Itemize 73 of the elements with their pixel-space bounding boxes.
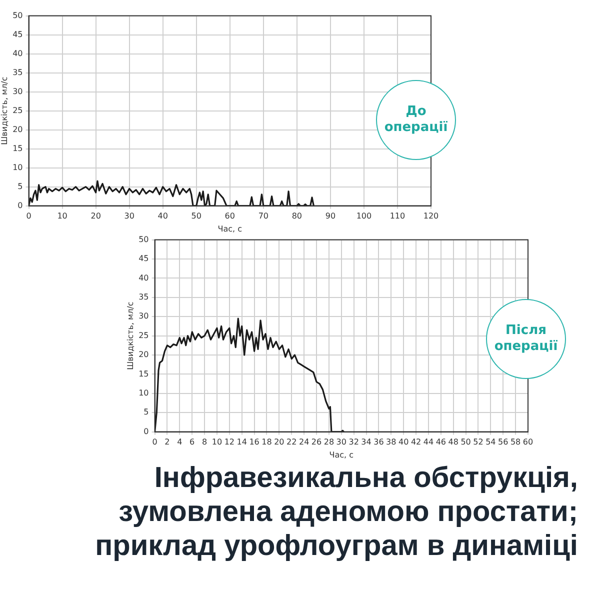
x-tick-label: 28 [324,438,334,447]
y-tick-label: 5 [144,408,149,417]
y-tick-label: 50 [12,10,23,20]
y-tick-label: 35 [12,68,23,77]
x-tick-label: 56 [498,438,508,447]
circle-badge: Після операції [486,299,566,379]
x-tick-label: 40 [398,438,409,447]
y-tick-label: 35 [138,292,149,302]
text: Інфравезикальна обструкція, зумовлена аденомою простати; приклад урофлоуграм в динаміці [94,462,578,564]
x-tick-label: 34 [361,438,372,447]
x-tick-label: 30 [336,438,346,447]
circle-badge: До операції [376,80,456,160]
x-tick-label: 58 [510,438,521,447]
x-tick-label: 120 [423,212,439,221]
x-tick-label: 54 [486,438,496,447]
y-tick-label: 15 [12,144,23,153]
y-tick-label: 30 [138,312,149,321]
x-tick-label: 44 [423,438,434,447]
y-axis-title: Швидкість, мл/с [0,76,9,145]
x-tick-label: 38 [386,438,396,447]
x-tick-label: 22 [286,438,297,447]
y-tick-label: 0 [18,200,23,210]
x-tick-label: 18 [262,438,272,447]
y-tick-label: 20 [12,124,23,134]
x-axis-title: Час, с [218,224,242,234]
y-tick-label: 25 [138,330,149,340]
x-tick-label: 52 [473,438,484,447]
x-tick-label: 4 [177,438,182,447]
y-tick-label: 25 [12,106,23,115]
y-tick-label: 0 [144,426,149,436]
x-tick-label: 100 [356,212,372,221]
y-tick-label: 15 [138,369,149,378]
x-tick-label: 10 [212,438,222,447]
x-tick-label: 60 [522,438,534,447]
y-tick-label: 10 [12,162,23,172]
x-tick-label: 26 [311,438,322,447]
x-tick-label: 6 [190,438,195,447]
x-tick-label: 20 [90,212,101,221]
x-tick-label: 70 [258,212,268,221]
x-tick-label: 50 [460,438,471,447]
x-tick-label: 8 [202,438,208,447]
y-tick-label: 30 [12,86,23,96]
x-tick-label: 50 [191,212,202,221]
x-tick-label: 0 [152,438,158,447]
x-tick-label: 20 [274,438,284,447]
y-tick-label: 50 [138,234,149,244]
x-tick-label: 32 [348,438,359,447]
y-tick-label: 40 [138,273,149,282]
x-tick-label: 90 [325,212,336,221]
x-tick-label: 40 [158,212,168,221]
x-tick-label: 110 [390,212,406,221]
x-tick-label: 36 [374,438,384,447]
y-tick-label: 10 [138,388,149,398]
x-tick-label: 0 [26,212,32,221]
x-tick-label: 80 [292,212,302,221]
x-tick-label: 16 [249,438,260,447]
x-tick-label: 42 [410,438,422,447]
x-tick-label: 10 [57,212,68,221]
y-tick-label: 45 [138,254,149,264]
y-tick-label: 45 [12,30,23,39]
y-tick-label: 40 [12,48,23,58]
y-tick-label: 5 [18,182,23,191]
x-tick-label: 48 [448,438,458,447]
x-tick-label: 60 [224,212,235,221]
x-tick-label: 24 [298,438,310,447]
y-axis-title: Швидкість, мл/с [126,302,135,370]
x-tick-label: 46 [436,438,446,447]
x-axis-title: Час, с [329,450,354,460]
x-tick-label: 2 [164,438,170,447]
x-tick-label: 12 [224,438,235,447]
x-tick-label: 14 [236,438,247,447]
y-tick-label: 20 [138,350,149,360]
x-tick-label: 30 [124,212,134,221]
